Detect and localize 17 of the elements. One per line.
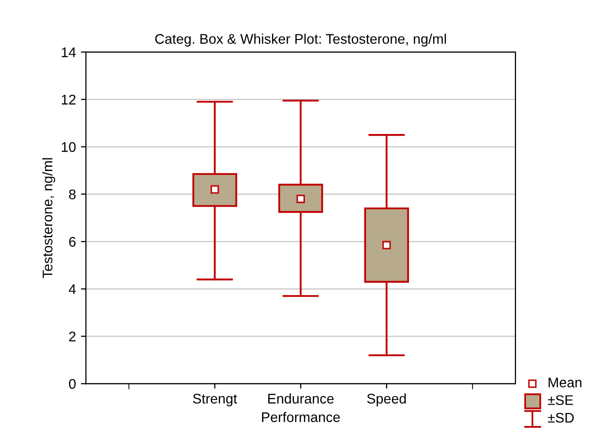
text: ±SD [548, 412, 574, 423]
x-axis-title: Performance [262, 412, 340, 422]
x-tick-label: Endurance [268, 393, 334, 404]
y-axis-title: Testosterone, ng/ml [42, 158, 56, 278]
y-tick-label: 4 [68, 284, 76, 294]
y-tick-label: 8 [69, 190, 76, 200]
text: ±SE [548, 395, 574, 406]
y-tick-label: 10 [62, 142, 76, 152]
text: Mean [548, 378, 582, 388]
y-tick-label: 14 [62, 48, 76, 58]
y-tick-label: 2 [69, 332, 76, 342]
x-tick-label: Speed [367, 393, 406, 406]
chart-title: Categ. Box & Whisker Plot: Testosterone, ng/ml [155, 34, 446, 47]
x-tick-label: Strengt [193, 394, 238, 406]
y-tick-label: 0 [69, 379, 76, 389]
y-tick-label: 6 [69, 236, 76, 247]
y-tick-label: 12 [62, 94, 76, 104]
